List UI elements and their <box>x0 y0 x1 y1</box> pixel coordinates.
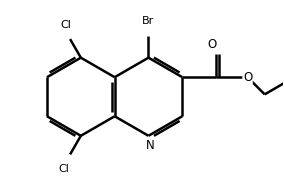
Text: N: N <box>146 139 155 152</box>
Text: O: O <box>243 71 252 84</box>
Text: Br: Br <box>142 16 154 26</box>
Text: Cl: Cl <box>61 20 72 30</box>
Text: Cl: Cl <box>59 164 70 174</box>
Text: O: O <box>208 38 217 51</box>
